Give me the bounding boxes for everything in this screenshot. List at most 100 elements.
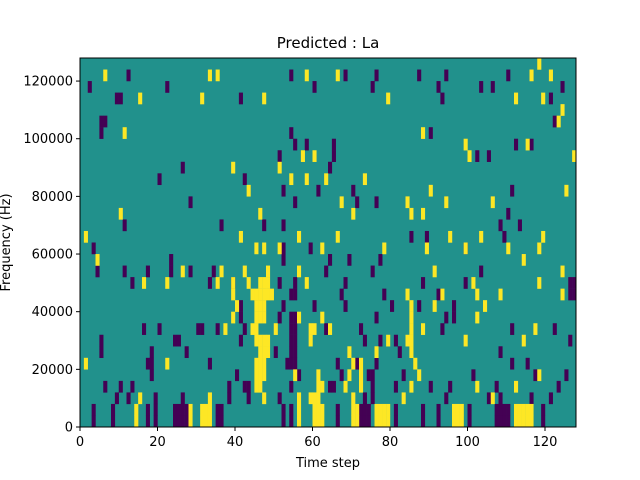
heatmap-cell-low — [293, 357, 298, 370]
heatmap-cell-high — [254, 288, 259, 301]
heatmap-cell-high — [266, 265, 271, 278]
heatmap-cell-high — [537, 242, 542, 255]
heatmap-cell-high — [320, 380, 325, 393]
heatmap-cell-low — [347, 254, 352, 266]
heatmap-cell-high — [455, 415, 460, 428]
heatmap-cell-low — [506, 69, 511, 82]
heatmap-cell-high — [521, 415, 526, 428]
heatmap-cell-low — [99, 115, 104, 128]
heatmap-cell-low — [370, 81, 375, 93]
heatmap-cell-low — [207, 277, 212, 289]
heatmap-cell-high — [525, 415, 530, 428]
heatmap-cell-low — [401, 369, 406, 382]
heatmap-cell-low — [359, 403, 364, 416]
heatmap-cell-high — [258, 288, 263, 301]
heatmap-cell-high — [297, 230, 302, 243]
heatmap-cell-low — [122, 265, 127, 278]
heatmap-cell-high — [537, 58, 542, 70]
heatmap-cell-high — [514, 415, 519, 428]
heatmap-cell-high — [417, 369, 422, 382]
heatmap-cell-low — [568, 277, 573, 289]
heatmap-cell-high — [304, 277, 309, 289]
heatmap-cell-low — [556, 380, 561, 393]
heatmap-cell-high — [262, 346, 267, 359]
heatmap-cell-low — [343, 300, 348, 312]
heatmap-cell-low — [289, 127, 294, 139]
x-tick-label: 100 — [455, 435, 480, 450]
heatmap-cell-low — [510, 323, 515, 335]
heatmap-cell-low — [316, 184, 321, 197]
heatmap-cell-low — [95, 265, 100, 278]
heatmap-cell-high — [223, 323, 228, 335]
heatmap-cell-high — [316, 403, 321, 416]
heatmap-cell-high — [479, 230, 484, 243]
heatmap-cell-high — [514, 380, 519, 393]
heatmap-cell-low — [281, 242, 286, 255]
heatmap-cell-low — [242, 323, 247, 335]
heatmap-cell-low — [180, 415, 185, 428]
heatmap-cell-low — [486, 150, 491, 162]
heatmap-cell-low — [293, 311, 298, 324]
heatmap-cell-high — [521, 334, 526, 347]
heatmap-cell-low — [498, 346, 503, 359]
heatmap-cell-low — [289, 380, 294, 393]
heatmap-cell-high — [297, 403, 302, 416]
heatmap-cell-high — [529, 69, 534, 82]
heatmap-cell-high — [374, 403, 379, 416]
heatmap-cell-high — [517, 415, 522, 428]
heatmap-cell-high — [297, 265, 302, 278]
heatmap-cell-low — [165, 81, 170, 93]
heatmap-cell-low — [436, 415, 441, 428]
heatmap-cell-high — [254, 357, 259, 370]
heatmap-cell-high — [134, 403, 139, 416]
heatmap-cell-high — [258, 334, 263, 347]
heatmap-cell-high — [134, 415, 139, 428]
heatmap-cell-low — [324, 323, 329, 335]
heatmap-cell-low — [111, 415, 116, 428]
heatmap-cell-low — [130, 380, 135, 393]
heatmap-cell-low — [382, 288, 387, 301]
heatmap-cell-high — [514, 403, 519, 416]
x-tick-label: 120 — [533, 435, 558, 450]
heatmap-cell-high — [273, 323, 278, 335]
heatmap-cell-low — [490, 81, 495, 93]
heatmap-cell-low — [324, 265, 329, 278]
heatmap-cell-high — [328, 323, 333, 335]
heatmap-cell-high — [258, 380, 263, 393]
heatmap-cell-low — [176, 415, 181, 428]
heatmap-cell-low — [378, 254, 383, 266]
heatmap-cell-high — [405, 196, 410, 209]
heatmap-cell-low — [421, 277, 426, 289]
heatmap-cell-high — [459, 415, 464, 428]
heatmap-cell-low — [471, 369, 476, 382]
heatmap-cell-high — [351, 357, 356, 370]
heatmap-cell-low — [219, 219, 224, 232]
heatmap-cell-low — [281, 403, 286, 416]
heatmap-cell-high — [320, 415, 325, 428]
heatmap-cell-low — [436, 288, 441, 301]
heatmap-cell-low — [180, 161, 185, 174]
heatmap-cell-high — [262, 392, 267, 405]
heatmap-cell-low — [548, 92, 553, 105]
heatmap-cell-low — [440, 323, 445, 335]
heatmap-cell-high — [421, 127, 426, 139]
heatmap-cell-high — [320, 242, 325, 255]
heatmap-cell-low — [366, 403, 371, 416]
heatmap-cell-high — [440, 288, 445, 301]
heatmap-cell-high — [529, 415, 534, 428]
heatmap-cell-high — [421, 207, 426, 220]
heatmap-cell-low — [312, 81, 317, 93]
heatmap-cell-low — [293, 323, 298, 335]
heatmap-cell-low — [374, 69, 379, 82]
heatmap-cell-high — [572, 150, 577, 162]
heatmap-cell-low — [541, 415, 546, 428]
heatmap-cell-high — [405, 334, 410, 347]
heatmap-cell-high — [254, 300, 259, 312]
heatmap-cell-low — [397, 346, 402, 359]
heatmap-cell-low — [552, 323, 557, 335]
heatmap-cell-low — [87, 81, 92, 93]
heatmap-cell-low — [176, 334, 181, 347]
heatmap-cell-low — [289, 357, 294, 370]
heatmap-cell-low — [393, 415, 398, 428]
y-tick-label: 20000 — [32, 363, 73, 378]
